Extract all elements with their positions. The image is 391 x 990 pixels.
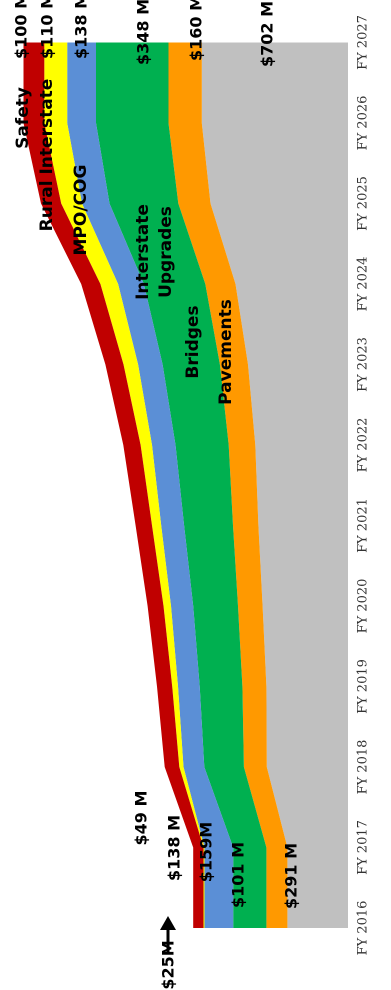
- callout-label: $25M: [159, 940, 178, 989]
- x-tick-label: FY 2022: [356, 418, 371, 473]
- series-label-safety: Safety: [13, 87, 33, 149]
- series-label-mpo-cog: MPO/COG: [71, 165, 91, 256]
- end-value-safety: $100 M: [12, 0, 31, 59]
- x-tick-label: FY 2027: [356, 15, 371, 70]
- start-value-bridges: $101 M: [229, 842, 248, 908]
- area-bridges: [168, 42, 288, 928]
- start-value-pavements: $291 M: [282, 843, 301, 909]
- x-tick-label: FY 2019: [356, 659, 371, 714]
- x-tick-label: FY 2026: [356, 96, 371, 151]
- callout-arrow: [160, 916, 176, 952]
- area-rural-interstate: [44, 42, 205, 928]
- end-value-bridges: $160 M: [187, 0, 206, 61]
- x-tick-label: FY 2018: [356, 740, 371, 795]
- series-label-pavements: Pavements: [216, 299, 236, 405]
- end-value-pavements: $702 M: [258, 1, 277, 67]
- series-label-bridges: Bridges: [183, 305, 203, 378]
- annotation-labels: Pavements Bridges MPO/COG Rural InterstateS…: [12, 0, 301, 990]
- x-tick-label: FY 2021: [356, 498, 371, 553]
- end-value-mpo-cog: $138 M: [72, 0, 91, 59]
- x-tick-label: FY 2025: [356, 176, 371, 231]
- plot-area: [23, 42, 348, 928]
- start-value-mpo-cog: $138 M: [165, 815, 184, 881]
- start-value-interstate-upgrades: $159M: [197, 822, 216, 882]
- x-tick-label: FY 2023: [356, 337, 371, 392]
- series-label-interstate-upgrades-line-1: Interstate: [133, 204, 153, 300]
- end-value-interstate-upgrades: $348 M: [134, 0, 153, 65]
- x-tick-label: FY 2020: [356, 579, 371, 634]
- area-mpo-cog: [67, 42, 234, 928]
- x-tick-label: FY 2016: [356, 901, 371, 956]
- series-label-rural-interstate: Rural Interstate: [37, 79, 57, 232]
- area-safety: [23, 42, 204, 928]
- area-interstate-upgrades: [96, 42, 267, 928]
- area-pavements: [201, 42, 348, 928]
- x-axis-ticks: FY 2016 FY 2017 FY 2018 FY 2019 FY 2020 FY 20…: [356, 15, 371, 955]
- start-value-safety: $49 M: [132, 791, 151, 846]
- end-value-rural-interstate: $110 M: [38, 0, 57, 59]
- series-label-interstate-upgrades-line-2: Upgrades: [156, 206, 176, 298]
- x-tick-label: FY 2024: [356, 257, 371, 312]
- x-tick-label: FY 2017: [356, 820, 371, 875]
